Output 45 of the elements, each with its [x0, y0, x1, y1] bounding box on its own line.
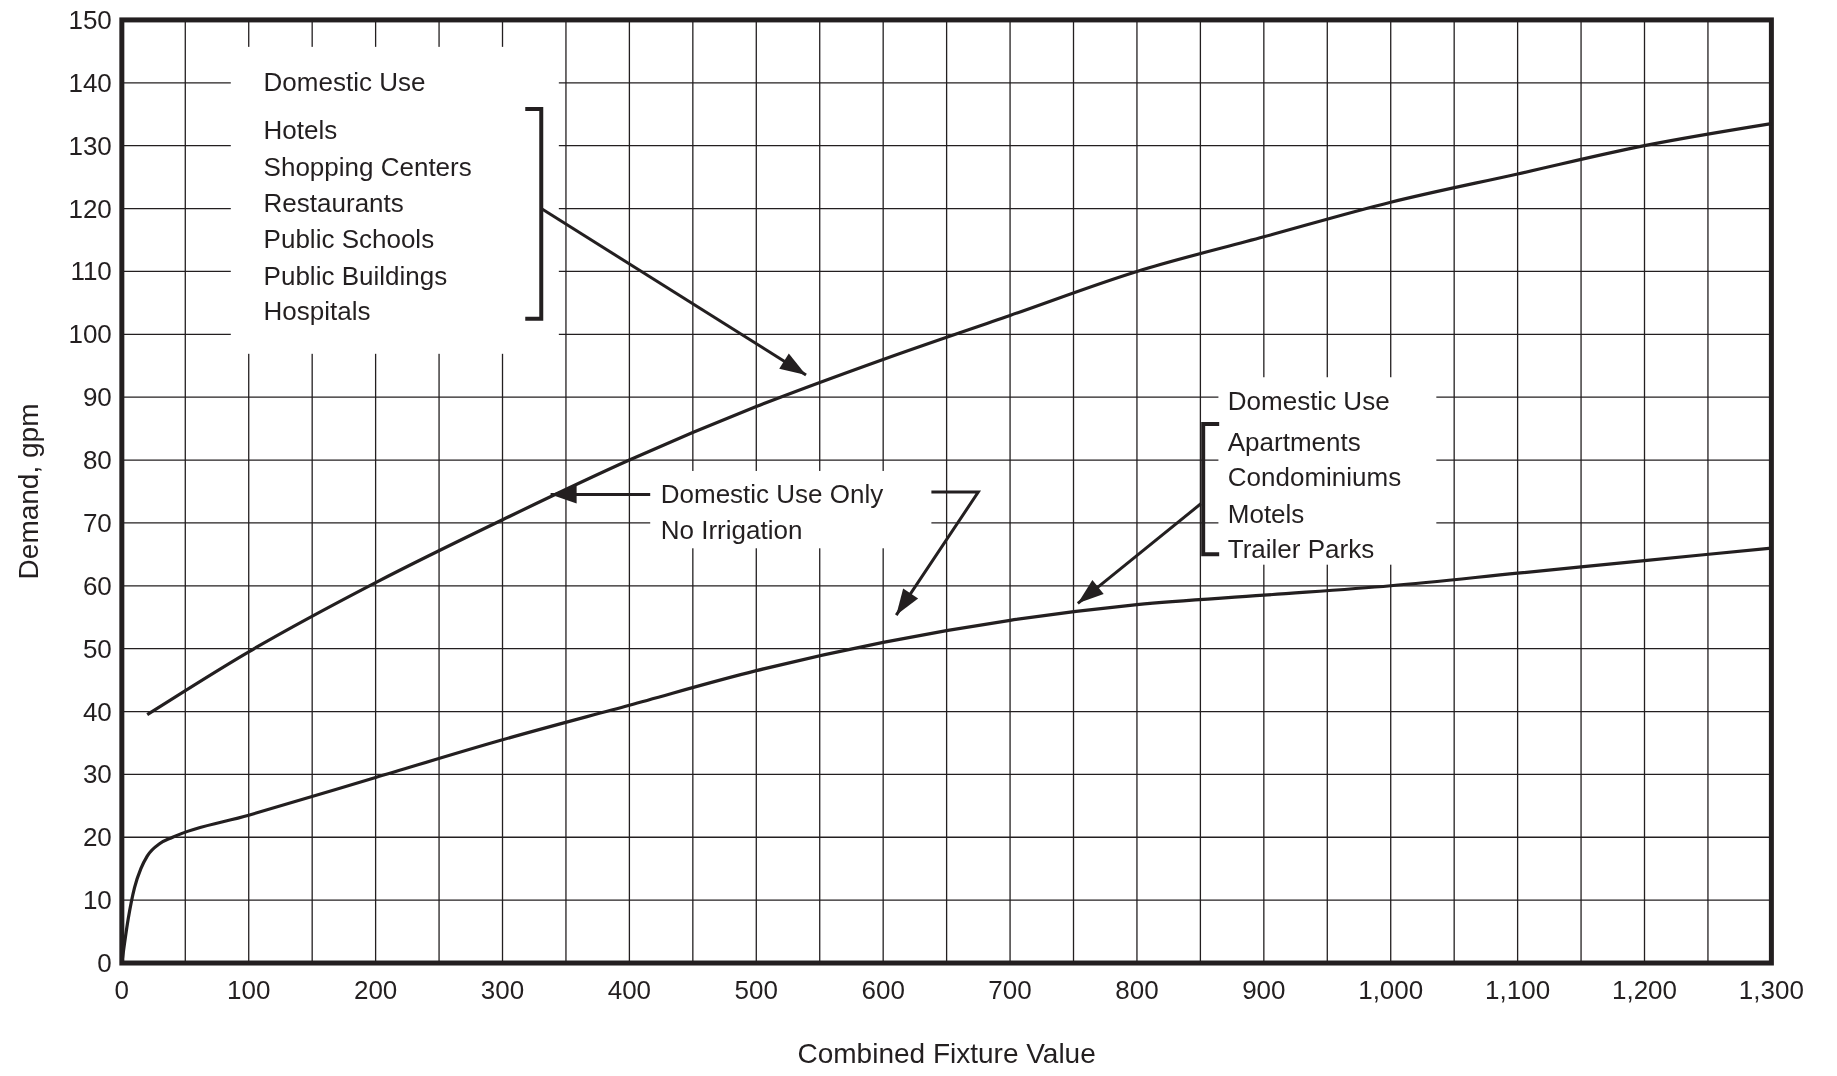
x-tick-label: 1,300	[1738, 975, 1804, 1006]
annotation: Trailer Parks	[1227, 533, 1375, 564]
annotation: No Irrigation	[660, 514, 803, 545]
annotation: Domestic Use	[1227, 386, 1390, 417]
x-tick-label: 200	[353, 975, 398, 1006]
x-tick-label: 800	[1115, 975, 1159, 1006]
annotation: Motels	[1227, 498, 1305, 529]
x-tick-label: 400	[607, 975, 652, 1006]
x-tick-label: 700	[988, 975, 1032, 1006]
y-tick-label: 90	[82, 382, 112, 413]
x-axis-title: Combined Fixture Value	[797, 1038, 1096, 1070]
x-tick-label: 100	[227, 975, 271, 1006]
x-tick-label: 900	[1242, 975, 1286, 1006]
x-tick-label: 300	[480, 975, 525, 1006]
y-axis-title: Demand, gpm	[13, 403, 44, 580]
annotation: Public Schools	[263, 224, 435, 255]
y-tick-label: 60	[82, 570, 112, 601]
annotation: Restaurants	[263, 188, 404, 219]
annotation: Domestic Use	[263, 67, 426, 98]
y-tick-label: 110	[70, 256, 112, 287]
annotation: Hotels	[263, 115, 338, 146]
y-tick-label: 0	[97, 948, 112, 979]
annotation: Apartments	[1227, 427, 1361, 458]
y-tick-label: 130	[68, 130, 112, 161]
annotation: Hospitals	[263, 295, 371, 326]
y-tick-label: 30	[82, 759, 112, 790]
annotation: Shopping Centers	[263, 151, 472, 182]
y-tick-label: 140	[68, 67, 112, 98]
x-tick-label: 500	[734, 975, 778, 1006]
y-tick-label: 50	[82, 633, 112, 664]
x-tick-label: 1,200	[1611, 975, 1678, 1006]
annotation: Domestic Use Only	[660, 478, 884, 509]
y-tick-label: 80	[82, 445, 112, 476]
annotation: Condominiums	[1227, 462, 1402, 493]
y-tick-label: 150	[68, 4, 112, 35]
y-tick-label: 10	[82, 885, 112, 916]
x-tick-label: 1,100	[1485, 975, 1551, 1006]
x-tick-label: 600	[861, 975, 905, 1006]
x-tick-label: 1,000	[1358, 975, 1424, 1006]
y-tick-label: 100	[68, 319, 112, 350]
y-tick-label: 40	[82, 696, 112, 727]
annotation: Public Buildings	[263, 260, 448, 291]
y-tick-label: 20	[82, 822, 112, 853]
y-tick-label: 120	[68, 193, 112, 224]
y-tick-label: 70	[82, 507, 112, 538]
